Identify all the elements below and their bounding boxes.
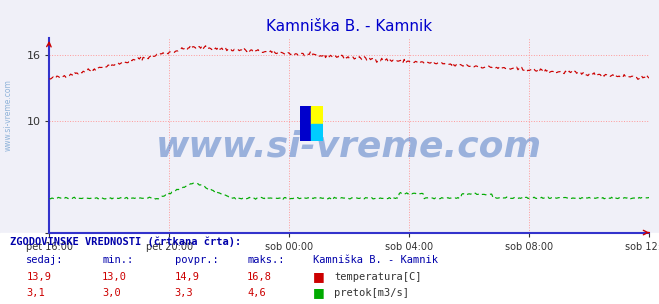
- Text: ZGODOVINSKE VREDNOSTI (črtkana črta):: ZGODOVINSKE VREDNOSTI (črtkana črta):: [10, 236, 241, 247]
- Text: 13,0: 13,0: [102, 272, 127, 282]
- Text: sedaj:: sedaj:: [26, 255, 64, 265]
- Text: 3,0: 3,0: [102, 288, 121, 298]
- Text: 13,9: 13,9: [26, 272, 51, 282]
- Text: 4,6: 4,6: [247, 288, 266, 298]
- Text: ■: ■: [313, 286, 325, 299]
- Text: temperatura[C]: temperatura[C]: [334, 272, 422, 282]
- Text: povpr.:: povpr.:: [175, 255, 218, 265]
- Text: pretok[m3/s]: pretok[m3/s]: [334, 288, 409, 298]
- Text: 16,8: 16,8: [247, 272, 272, 282]
- Text: Kamniška B. - Kamnik: Kamniška B. - Kamnik: [313, 255, 438, 265]
- Bar: [312, 106, 323, 124]
- Text: www.si-vreme.com: www.si-vreme.com: [3, 80, 13, 151]
- Text: ■: ■: [313, 270, 325, 283]
- Bar: [312, 124, 323, 141]
- Title: Kamniška B. - Kamnik: Kamniška B. - Kamnik: [266, 19, 432, 34]
- Text: 3,1: 3,1: [26, 288, 45, 298]
- Bar: [300, 106, 312, 141]
- Text: 3,3: 3,3: [175, 288, 193, 298]
- Text: 14,9: 14,9: [175, 272, 200, 282]
- Text: min.:: min.:: [102, 255, 133, 265]
- Text: maks.:: maks.:: [247, 255, 285, 265]
- Text: www.si-vreme.com: www.si-vreme.com: [156, 130, 542, 164]
